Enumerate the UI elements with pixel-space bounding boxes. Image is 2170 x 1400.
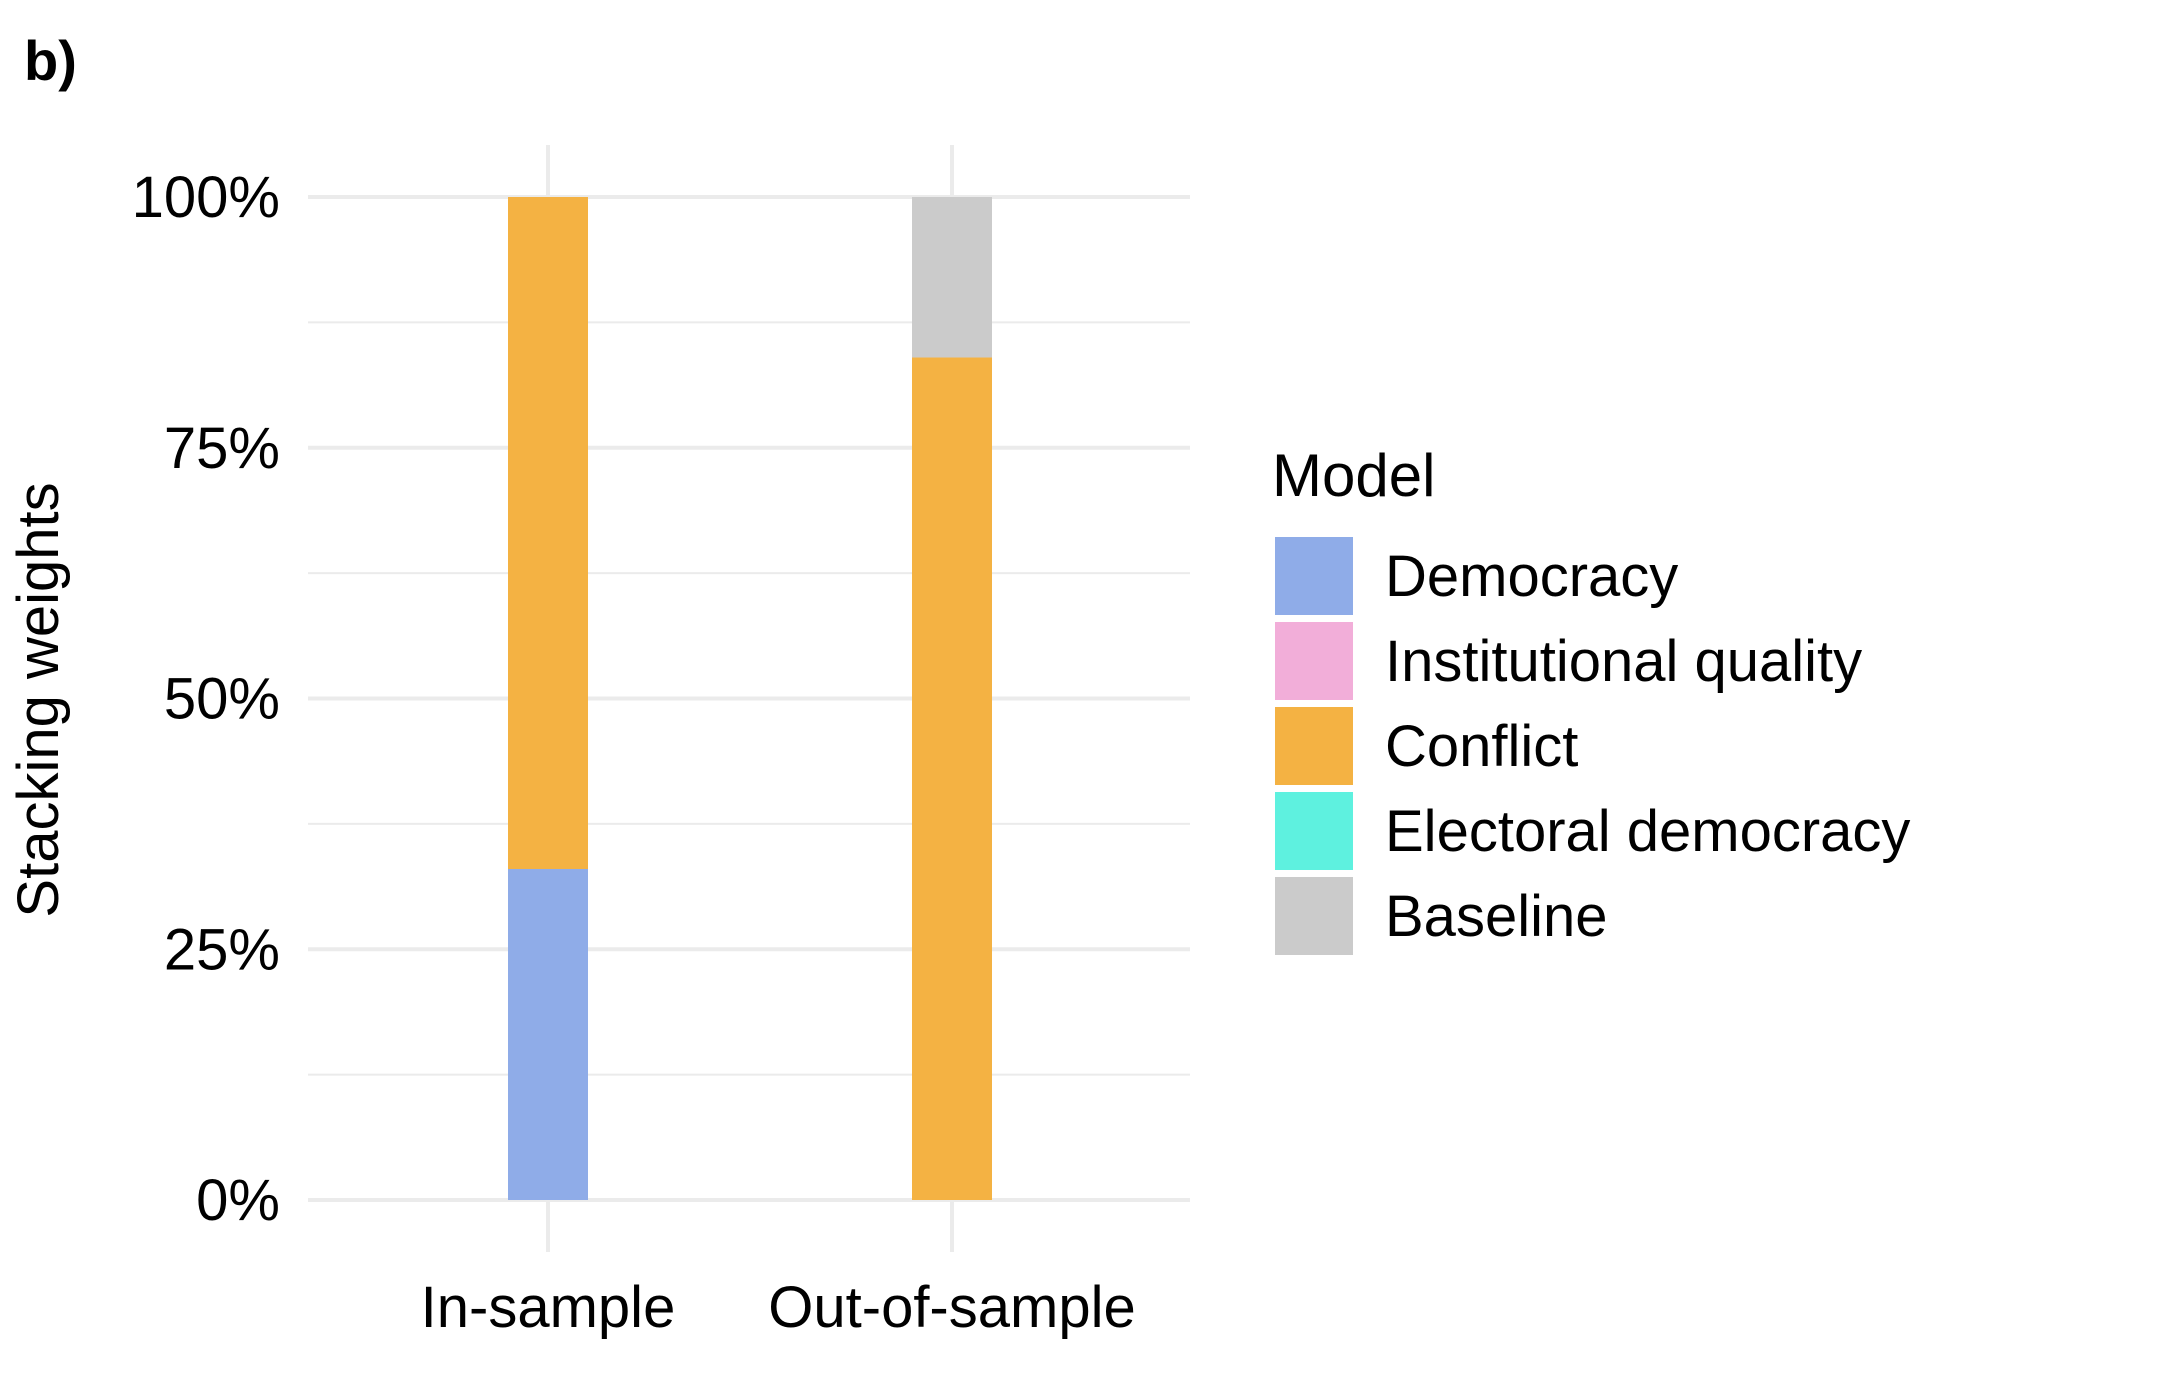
legend-key-democracy	[1275, 537, 1353, 615]
legend-label: Conflict	[1385, 714, 1578, 779]
y-axis-ticks: 0% 25% 50% 75% 100%	[132, 165, 280, 1233]
x-tick-label: Out-of-sample	[768, 1275, 1135, 1340]
legend-key-electoral-democracy	[1275, 792, 1353, 870]
y-tick-label: 100%	[132, 165, 280, 230]
legend-key-conflict	[1275, 707, 1353, 785]
legend: Model Democracy Institutional quality Conf…	[1272, 442, 1910, 955]
x-tick-label: In-sample	[421, 1275, 676, 1340]
bar-segment-democracy	[508, 869, 588, 1200]
y-tick-label: 25%	[164, 917, 280, 982]
x-axis-ticks: In-sample Out-of-sample	[421, 1275, 1136, 1340]
bars	[508, 197, 992, 1201]
legend-title: Model	[1272, 442, 1435, 509]
panel-label: b)	[24, 29, 77, 92]
gridlines	[308, 145, 1190, 1252]
legend-label: Democracy	[1385, 544, 1678, 609]
legend-label: Institutional quality	[1385, 629, 1862, 694]
bar-segment-conflict	[508, 197, 588, 870]
legend-key-institutional-quality	[1275, 622, 1353, 700]
y-axis-label: Stacking weights	[6, 482, 71, 917]
legend-key-baseline	[1275, 877, 1353, 955]
legend-label: Baseline	[1385, 884, 1607, 949]
y-tick-label: 50%	[164, 667, 280, 732]
y-tick-label: 75%	[164, 416, 280, 481]
bar-segment-conflict	[912, 357, 992, 1201]
legend-label: Electoral democracy	[1385, 799, 1910, 864]
bar-segment-baseline	[912, 197, 992, 358]
y-tick-label: 0%	[196, 1168, 280, 1233]
